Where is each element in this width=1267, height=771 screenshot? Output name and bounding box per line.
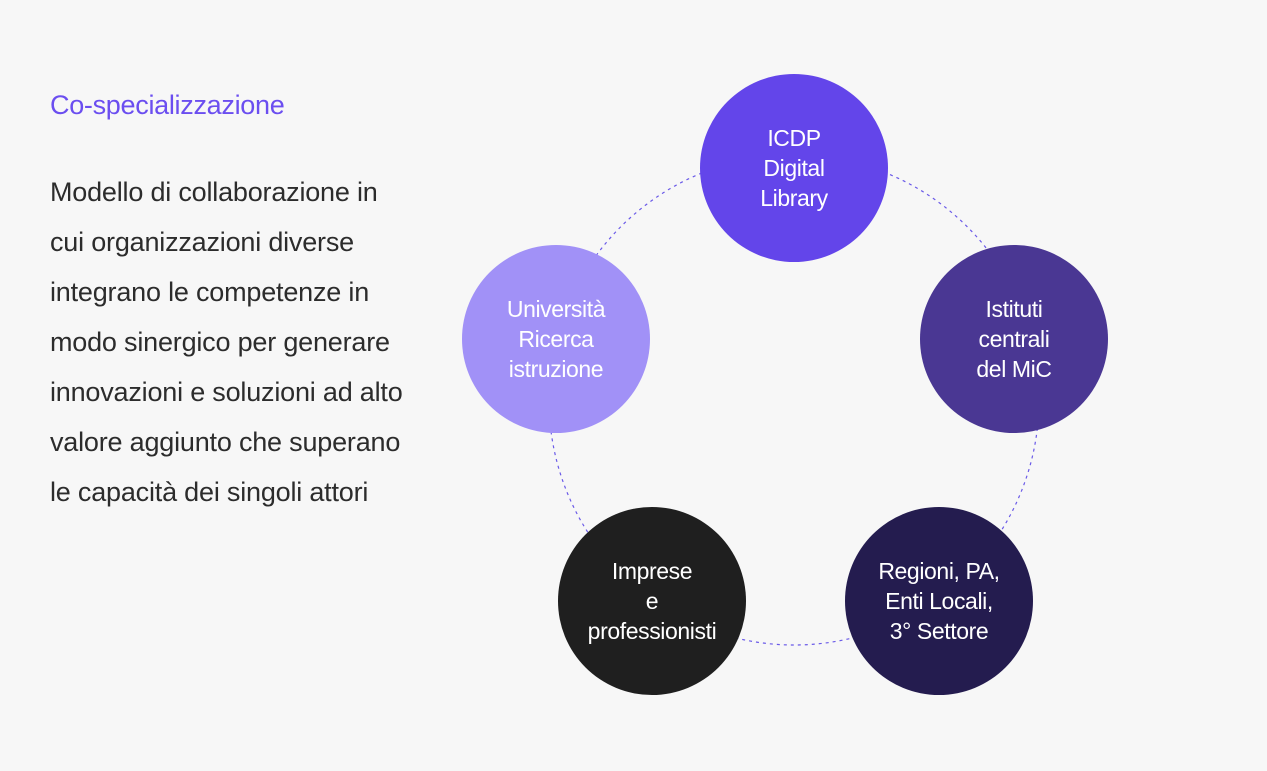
node-imprese-professionisti: Imprese e professionisti (558, 507, 746, 695)
page-title: Co-specializzazione (50, 90, 285, 120)
node-icdp-digital-library: ICDP Digital Library (700, 74, 888, 262)
node-label: Regioni, PA, Enti Locali, 3° Settore (878, 558, 1000, 644)
node-label: ICDP Digital Library (760, 125, 828, 211)
node-label: Università Ricerca istruzione (506, 296, 606, 382)
node-istituti-centrali: Istituti centrali del MiC (920, 245, 1108, 433)
node-label: Imprese e professionisti (587, 558, 717, 644)
description-text: Modello di collaborazione in cui organiz… (50, 177, 403, 507)
node-label: Istituti centrali del MiC (976, 296, 1052, 382)
node-universita-ricerca: Università Ricerca istruzione (462, 245, 650, 433)
node-regioni-pa: Regioni, PA, Enti Locali, 3° Settore (845, 507, 1033, 695)
